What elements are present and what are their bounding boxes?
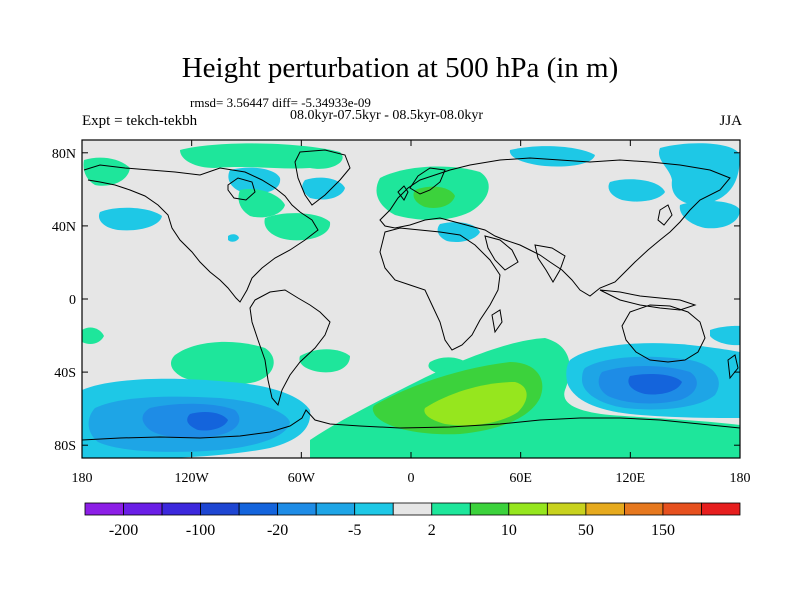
coastline-japan (657, 204, 673, 226)
colorbar-box (508, 502, 548, 516)
contour-region (424, 382, 527, 426)
contour-region (628, 374, 682, 395)
colorbar-label: 150 (651, 522, 675, 539)
perturbation-field (82, 140, 740, 458)
lat-tick-label: 0 (69, 293, 76, 308)
contour-region (437, 222, 480, 242)
contour-region (228, 234, 239, 242)
lon-tick-label: 60W (288, 471, 316, 486)
longitude-axis: 180 120W 60W 0 60E 120E 180 (72, 140, 751, 486)
coastline-arabia (484, 235, 519, 271)
colorbar (84, 502, 741, 516)
colorbar-box (123, 502, 163, 516)
colorbar-box (238, 502, 279, 516)
coastline-hudson-bay (227, 177, 256, 201)
colorbar-label: -200 (109, 522, 138, 539)
lon-tick-label: 180 (72, 471, 93, 486)
coastline-north-america (83, 164, 319, 303)
contour-region (302, 177, 345, 200)
experiment-label: Expt = tekch-tekbh (82, 113, 198, 129)
colorbar-box (392, 502, 433, 516)
colorbar-box (354, 502, 394, 516)
lon-tick-label: 180 (730, 471, 751, 486)
colorbar-box (701, 502, 741, 516)
contour-region (187, 412, 228, 431)
lat-tick-label: 40N (52, 220, 76, 235)
coastlines (82, 149, 740, 441)
contour-region (679, 200, 740, 229)
lon-tick-label: 120W (175, 471, 210, 486)
colorbar-box (585, 502, 625, 516)
contour-region (228, 167, 281, 194)
coastline-south-america (249, 289, 331, 407)
colorbar-box (277, 502, 317, 516)
coastline-india (534, 244, 566, 283)
contour-region (180, 143, 343, 169)
lon-tick-label: 0 (408, 471, 415, 486)
coastline-africa (379, 227, 501, 351)
colorbar-labels: -200 -100 -20 -5 2 10 50 150 (109, 522, 675, 539)
coastline-australia (621, 304, 706, 363)
coastline-antarctica (82, 409, 740, 441)
contour-region (98, 207, 162, 231)
plot-subtitle: 08.0kyr-07.5kyr - 08.5kyr-08.0kyr (290, 108, 484, 123)
colorbar-box (161, 502, 201, 516)
season-label: JJA (719, 113, 742, 129)
colorbar-box (84, 502, 124, 516)
contour-region (299, 349, 350, 373)
stats-text: rmsd= 3.56447 diff= -5.34933e-09 (190, 95, 371, 110)
colorbar-label: -100 (186, 522, 215, 539)
colorbar-label: 50 (578, 522, 594, 539)
colorbar-box (662, 502, 702, 516)
colorbar-box (624, 502, 664, 516)
coastline-uk (397, 185, 409, 201)
coastline-eurasia (379, 157, 731, 297)
coastline-indonesia (599, 289, 697, 311)
contour-region (170, 341, 274, 386)
colorbar-box (200, 502, 240, 516)
latitude-axis: 80N 40N 0 40S 80S (52, 147, 740, 454)
contour-region (82, 327, 104, 344)
colorbar-label: 10 (501, 522, 517, 539)
coastline-scandinavia (409, 167, 446, 195)
colorbar-box (469, 502, 510, 516)
colorbar-box (431, 502, 471, 516)
contour-region (83, 157, 130, 186)
plot-title: Height perturbation at 500 hPa (in m) (181, 52, 619, 84)
contour-region (710, 325, 740, 346)
colorbar-label: -20 (267, 522, 288, 539)
colorbar-box (546, 502, 587, 516)
coastline-greenland (294, 149, 351, 206)
coastline-madagascar (491, 309, 503, 334)
colorbar-label: -5 (348, 522, 361, 539)
coastline-new-zealand (727, 354, 739, 380)
colorbar-label: 2 (428, 522, 436, 539)
lon-tick-label: 60E (509, 471, 532, 486)
lat-tick-label: 80N (52, 147, 76, 162)
contour-region (608, 179, 665, 202)
lat-tick-label: 40S (54, 366, 76, 381)
lat-tick-label: 80S (54, 439, 76, 454)
colorbar-box (315, 502, 356, 516)
lon-tick-label: 120E (616, 471, 646, 486)
